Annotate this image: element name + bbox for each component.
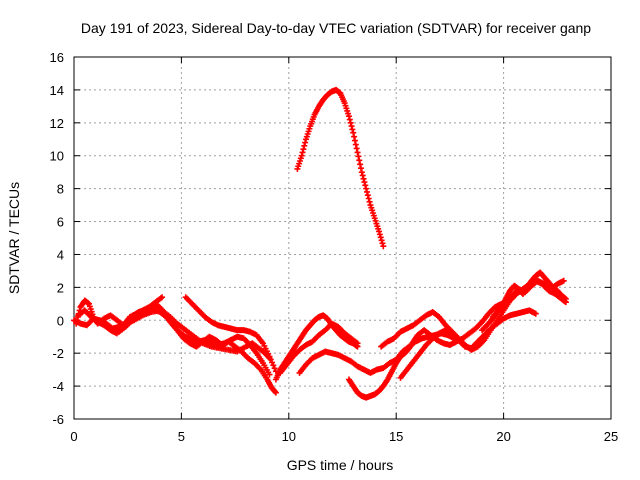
data-point bbox=[562, 295, 569, 302]
x-axis-label: GPS time / hours bbox=[287, 457, 394, 473]
y-tick-label: -6 bbox=[52, 412, 64, 427]
data-point bbox=[359, 172, 366, 179]
data-point bbox=[351, 137, 358, 144]
data-point bbox=[348, 123, 355, 130]
y-tick-label: 12 bbox=[50, 116, 64, 131]
y-tick-label: 2 bbox=[57, 280, 64, 295]
data-point bbox=[379, 240, 386, 247]
data-point bbox=[360, 175, 367, 182]
data-point bbox=[352, 141, 359, 148]
x-tick-label: 5 bbox=[178, 429, 185, 444]
data-points bbox=[71, 86, 569, 401]
data-point bbox=[357, 165, 364, 172]
data-point bbox=[74, 317, 81, 324]
y-tick-label: 0 bbox=[57, 313, 64, 328]
series-track-12 bbox=[397, 307, 539, 381]
series-track-7 bbox=[277, 320, 361, 376]
y-tick-label: 6 bbox=[57, 215, 64, 230]
y-tick-label: -2 bbox=[52, 346, 64, 361]
data-point bbox=[364, 192, 371, 199]
y-tick-label: 10 bbox=[50, 149, 64, 164]
data-point bbox=[73, 320, 80, 327]
x-tick-label: 20 bbox=[496, 429, 510, 444]
data-point bbox=[362, 182, 369, 189]
plot-frame bbox=[73, 56, 612, 420]
data-point bbox=[366, 198, 373, 205]
x-tick-label: 15 bbox=[389, 429, 403, 444]
data-point bbox=[272, 389, 279, 396]
data-point bbox=[380, 243, 387, 250]
series-track-14 bbox=[489, 277, 567, 320]
series-track-6 bbox=[272, 312, 361, 383]
data-point bbox=[358, 169, 365, 176]
data-point bbox=[532, 310, 539, 317]
data-point bbox=[377, 234, 384, 241]
y-tick-label: 4 bbox=[57, 247, 64, 262]
data-point bbox=[302, 139, 309, 146]
data-point bbox=[378, 237, 385, 244]
y-tick-label: -4 bbox=[52, 379, 64, 394]
data-point bbox=[376, 228, 383, 235]
data-point bbox=[349, 126, 356, 133]
data-point bbox=[272, 388, 279, 395]
y-axis-label: SDTVAR / TECUs bbox=[6, 182, 22, 294]
data-point bbox=[350, 129, 357, 136]
y-tick-label: 8 bbox=[57, 182, 64, 197]
data-point bbox=[351, 133, 358, 140]
data-point bbox=[560, 277, 567, 284]
grid bbox=[74, 57, 611, 419]
data-point bbox=[299, 149, 306, 156]
series-track-8 bbox=[294, 86, 387, 250]
series-track-1 bbox=[71, 302, 279, 396]
chart-title: Day 191 of 2023, Sidereal Day-to-day VTE… bbox=[81, 20, 591, 36]
data-point bbox=[270, 362, 277, 369]
data-point bbox=[361, 179, 368, 186]
x-tick-label: 0 bbox=[70, 429, 77, 444]
data-point bbox=[266, 371, 273, 378]
data-point bbox=[363, 185, 370, 192]
data-point bbox=[363, 188, 370, 195]
data-point bbox=[159, 294, 166, 301]
data-point bbox=[357, 161, 364, 168]
data-point bbox=[353, 145, 360, 152]
data-point bbox=[346, 116, 353, 123]
series-track-11 bbox=[378, 277, 569, 353]
y-tick-label: 14 bbox=[50, 83, 64, 98]
data-point bbox=[345, 113, 352, 120]
data-point bbox=[301, 142, 308, 149]
data-point bbox=[355, 153, 362, 160]
data-point bbox=[271, 365, 278, 372]
data-point bbox=[298, 152, 305, 159]
data-point bbox=[300, 146, 307, 153]
data-point bbox=[347, 119, 354, 126]
x-tick-label: 10 bbox=[282, 429, 296, 444]
data-point bbox=[356, 157, 363, 164]
data-point bbox=[354, 149, 361, 156]
data-point bbox=[365, 195, 372, 202]
y-tick-label: 16 bbox=[50, 50, 64, 65]
data-point bbox=[376, 231, 383, 238]
data-point bbox=[354, 340, 361, 347]
series-track-5 bbox=[182, 294, 279, 375]
x-tick-label: 25 bbox=[604, 429, 618, 444]
axis-ticks: 0 5 10 15 20 25 -6 -4 -2 0 2 4 6 8 10 12 14 16 bbox=[50, 50, 619, 444]
